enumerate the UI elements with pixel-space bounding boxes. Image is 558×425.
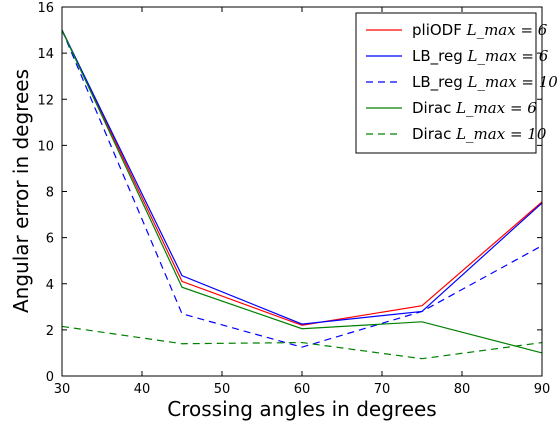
y-tick-label: 2 (46, 324, 54, 339)
x-axis-label: Crossing angles in degrees (167, 397, 436, 421)
legend-label: Dirac L_max = 6 (412, 99, 537, 117)
y-tick-label: 16 (37, 1, 54, 16)
y-axis-label: Angular error in degrees (9, 69, 33, 313)
y-tick-label: 8 (46, 186, 54, 201)
series-layer (61, 29, 543, 360)
x-tick-label: 30 (54, 382, 71, 397)
ticks-layer: 30 40 50 60 70 80 90 0 2 4 6 8 10 12 14 16 (37, 1, 550, 397)
legend-series-param: L_max = 10 (455, 125, 547, 143)
series-line-4 (61, 29, 543, 354)
legend-box (355, 12, 537, 154)
y-tick-label: 14 (37, 47, 54, 62)
x-tick-label: 40 (134, 382, 151, 397)
legend-series-param: L_max = 6 (467, 47, 549, 65)
y-tick-label: 4 (46, 278, 54, 293)
x-tick-label: 50 (214, 382, 231, 397)
legend-label: pliODF L_max = 6 (412, 21, 548, 39)
legend-series-param: L_max = 6 (455, 99, 537, 117)
y-tick-label: 10 (37, 139, 54, 154)
legend-series-name: LB_reg (412, 47, 468, 66)
legend-label: LB_reg L_max = 10 (412, 73, 558, 92)
plot-frame (61, 6, 543, 377)
series-line-5 (61, 325, 543, 360)
legend: pliODF L_max = 6LB_reg L_max = 6LB_reg L… (355, 12, 558, 154)
series-line-1 (61, 29, 543, 326)
legend-label: Dirac L_max = 10 (412, 125, 547, 143)
x-tick-label: 70 (374, 382, 391, 397)
series-line-3 (61, 29, 543, 348)
legend-series-name: Dirac (412, 125, 456, 143)
y-tick-label: 6 (46, 232, 54, 247)
series-line-2 (61, 29, 543, 325)
legend-label: LB_reg L_max = 6 (412, 47, 549, 66)
x-tick-label: 60 (294, 382, 311, 397)
x-tick-label: 90 (534, 382, 551, 397)
y-tick-label: 12 (37, 93, 54, 108)
legend-series-name: LB_reg (412, 73, 468, 92)
legend-series-param: L_max = 10 (467, 73, 558, 91)
legend-series-param: L_max = 6 (466, 21, 548, 39)
x-tick-label: 80 (454, 382, 471, 397)
legend-series-name: Dirac (412, 99, 456, 117)
legend-series-name: pliODF (412, 21, 467, 39)
y-tick-label: 0 (46, 370, 54, 385)
